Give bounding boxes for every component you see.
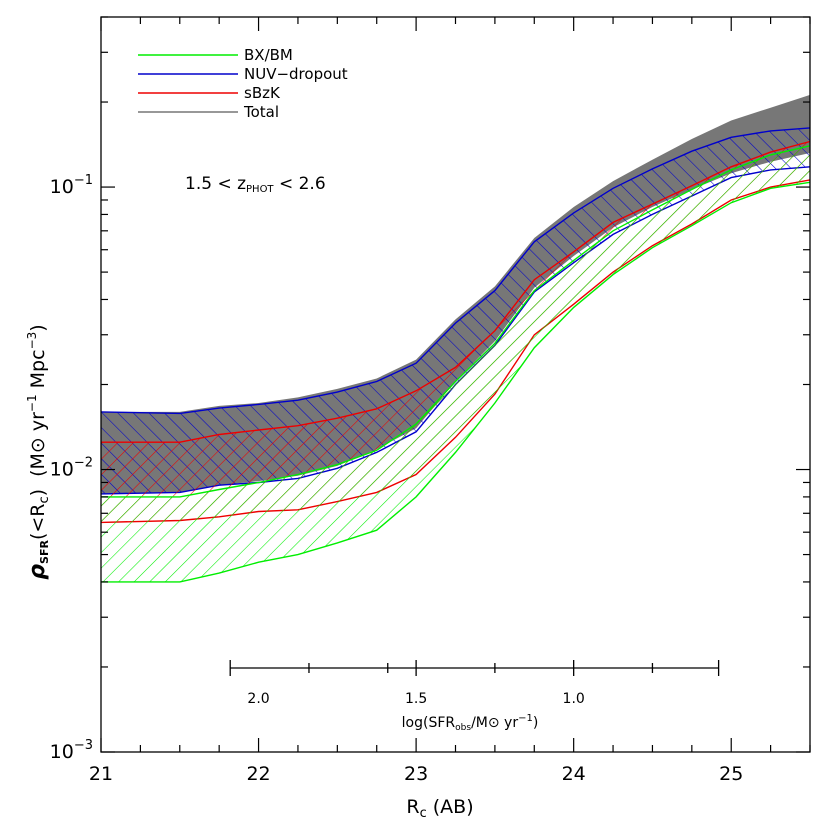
annot-a: 1.5 < z (185, 174, 246, 194)
y-title-close: ) (27, 489, 49, 496)
y-title-rho: ρ (25, 564, 50, 580)
y-tick-label: 10−1 (50, 173, 93, 198)
x-tick-label: 24 (562, 763, 586, 785)
y-title-mpc: Mpc (27, 349, 49, 394)
y-title-exp1: −1 (25, 394, 39, 412)
x-tick-label: 25 (719, 763, 743, 785)
x-tick-label: 23 (404, 763, 428, 785)
x-tick-label: 21 (89, 763, 113, 785)
band-nuv-dropout-upper-edge (100, 127, 811, 415)
x-title-sub: c (420, 806, 427, 821)
legend-label-bx-bm: BX/BM (244, 46, 293, 64)
band-bx-bm (101, 145, 810, 582)
tick-layer: 21 22 23 24 25 10−1 10−2 10−3 (50, 16, 811, 785)
sfr-axis-title: log(SFRobs/M⊙ yr−1) (402, 713, 539, 733)
annot-b: < 2.6 (274, 174, 326, 194)
plot-frame (100, 16, 811, 753)
y-tick-label: 10−2 (50, 456, 93, 481)
sfr-title-exp: −1 (518, 713, 533, 724)
y-title-csub: c (37, 496, 52, 503)
annot-sub: PHOT (246, 184, 274, 195)
legend-label-nuv-dropout: NUV−dropout (244, 65, 348, 83)
x-axis-title: Rc (AB) (406, 796, 473, 821)
band-bx-bm-lower-edge (101, 181, 811, 583)
legend-label-sbzk: sBzK (244, 84, 281, 102)
band-bx-bm-upper-edge (101, 145, 811, 498)
legend-label-total: Total (243, 103, 279, 121)
y-title-exp2: −3 (25, 332, 39, 350)
band-layer (100, 94, 811, 583)
sfr-axis: 2.0 1.5 1.0 (229, 660, 720, 707)
sfr-title-a: log(SFR (402, 715, 456, 731)
sfr-title-b: /M⊙ yr (471, 715, 518, 731)
y-title-end: ) (27, 324, 49, 331)
y-title-sub: SFR (38, 540, 51, 564)
x-title-rest: (AB) (427, 796, 474, 818)
band-sbzk-upper-edge (101, 140, 811, 443)
redshift-annotation: 1.5 < zPHOT < 2.6 (185, 174, 326, 195)
sfr-title-c: ) (533, 715, 538, 731)
x-tick-label: 22 (246, 763, 270, 785)
sfr-tick-label: 1.0 (563, 691, 585, 707)
sfr-title-sub: obs (455, 723, 471, 733)
x-title-main: R (406, 796, 419, 818)
y-axis-title: ρSFR(<Rc) (M⊙ yr−1 Mpc−3) (25, 324, 52, 579)
y-tick-label: 10−3 (50, 738, 93, 763)
sfr-tick-label: 1.5 (405, 691, 427, 707)
y-title-paren: (<R (27, 503, 49, 540)
sfr-tick-label: 2.0 (247, 691, 269, 707)
svg-text:ρSFR(<Rc)(M⊙ yr−1 Mpc−3): ρSFR(<Rc) (M⊙ yr−1 Mpc−3) (25, 324, 52, 579)
y-title-units: (M⊙ yr (27, 412, 49, 477)
